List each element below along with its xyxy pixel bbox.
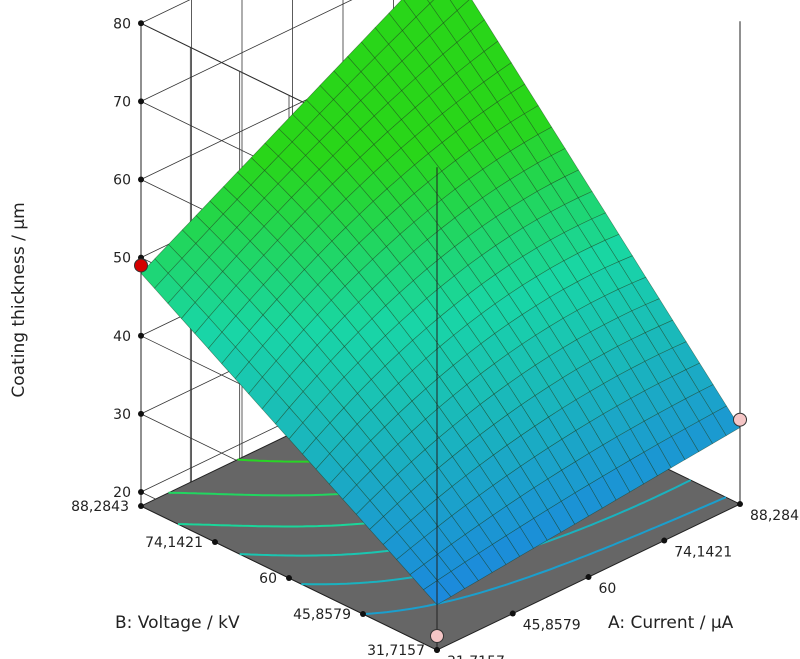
y-tick-label: 60	[259, 571, 277, 587]
z-tick-dot	[138, 410, 144, 417]
y-tick-dot	[212, 539, 218, 546]
x-tick-label: 31,7157	[447, 654, 505, 659]
x-tick-dot	[737, 501, 743, 508]
x-tick-dot	[434, 647, 440, 654]
x-tick-dot	[509, 610, 516, 617]
z-tick-dot	[138, 20, 144, 27]
y-tick-label: 45,8579	[293, 607, 351, 623]
design-point	[430, 629, 444, 643]
z-tick-label: 20	[113, 485, 131, 501]
z-tick-dot	[138, 332, 144, 339]
x-tick-label: 74,1421	[674, 545, 732, 561]
design-points	[134, 258, 747, 643]
z-axis-label: Coating thickness / μm	[9, 202, 29, 397]
z-tick-label: 40	[113, 329, 131, 345]
design-point	[134, 258, 148, 273]
x-tick-label: 45,8579	[523, 618, 581, 634]
x-axis-label: A: Current / μA	[608, 613, 734, 633]
y-tick-dot	[138, 503, 144, 510]
y-tick-dot	[286, 575, 292, 582]
x-tick-dot	[661, 537, 668, 544]
z-tick-dot	[138, 176, 144, 183]
surface-cell	[427, 0, 435, 5]
response-surface	[140, 0, 741, 606]
y-tick-dot	[360, 611, 366, 618]
x-tick-label: 88,2843	[750, 508, 800, 524]
y-tick-label: 31,7157	[367, 643, 425, 659]
z-tick-label: 50	[113, 251, 131, 267]
x-tick-dot	[585, 574, 592, 581]
design-point	[733, 412, 747, 427]
y-axis-label: B: Voltage / kV	[115, 613, 240, 633]
axis-labels: Coating thickness / μm B: Voltage / kV A…	[9, 202, 734, 633]
y-tick-label: 88,2843	[71, 499, 129, 515]
z-tick-label: 80	[113, 16, 131, 32]
z-tick-dot	[138, 98, 144, 105]
contour-line	[362, 496, 727, 616]
x-tick-label: 60	[599, 581, 617, 597]
z-tick-label: 60	[113, 173, 131, 189]
z-tick-dot	[138, 489, 144, 495]
z-tick-label: 70	[113, 94, 131, 110]
z-tick-label: 30	[113, 407, 131, 423]
y-tick-label: 74,1421	[145, 535, 203, 551]
